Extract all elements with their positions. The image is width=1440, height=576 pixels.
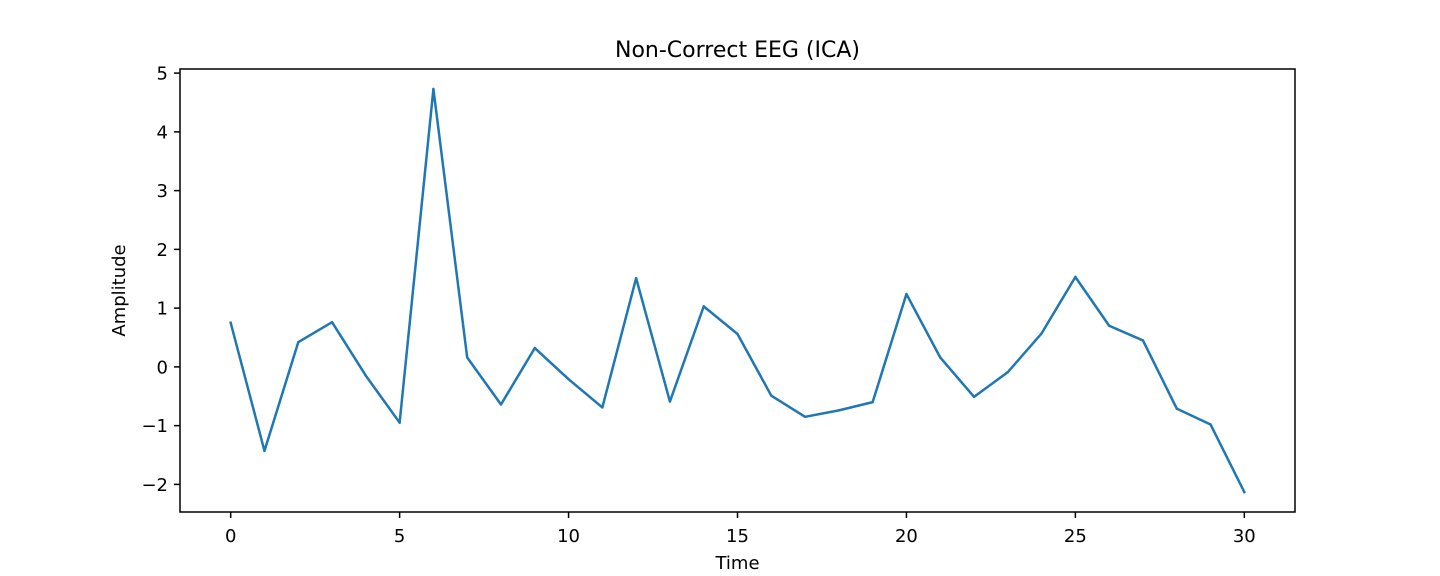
eeg-data-point [972,395,976,399]
y-axis-ticks: −2 −1 0 1 2 3 4 5 [141,64,180,496]
y-tick-label: −2 [141,475,168,496]
y-tick-label: 2 [157,240,168,261]
y-tick-label: 4 [157,122,168,143]
x-tick-label: 25 [1064,526,1087,547]
eeg-data-point [567,378,570,381]
x-tick-label: 30 [1233,526,1256,547]
eeg-data-point [432,87,435,91]
y-tick-label: −1 [141,416,168,437]
y-tick-label: 1 [157,299,168,320]
y-tick-label: 0 [157,357,168,378]
eeg-data-point [330,321,334,324]
eeg-data-point [1209,423,1212,426]
eeg-data-point [1243,490,1246,494]
eeg-data-point [297,341,300,344]
x-tick-label: 20 [895,526,918,547]
y-tick-label: 3 [157,181,168,202]
x-tick-label: 5 [394,526,405,547]
y-tick-label: 5 [157,64,168,85]
eeg-data-point [1141,339,1145,342]
series-layer [229,87,1246,494]
eeg-data-point [465,356,469,359]
eeg-data-point [871,400,874,404]
eeg-data-point [263,449,266,453]
x-tick-label: 10 [557,526,580,547]
x-axis-title: Time [714,553,759,574]
eeg-data-point [229,321,232,325]
eeg-data-point [533,346,536,350]
eeg-data-point [1107,324,1111,327]
eeg-data-point [702,305,705,308]
x-tick-label: 0 [225,526,236,547]
x-axis-ticks: 0 5 10 15 20 25 30 [225,512,1256,547]
eeg-data-point [1074,275,1077,279]
eeg-data-point [770,394,773,397]
eeg-data-point [364,374,368,377]
eeg-data-point [634,276,638,280]
eeg-data-point [1175,407,1178,410]
eeg-data-point [1006,370,1010,374]
eeg-data-point [905,292,908,296]
eeg-data-point [736,332,739,336]
eeg-data-point [939,356,942,359]
eeg-data-point [1040,332,1043,335]
x-tick-label: 15 [726,526,749,547]
eeg-data-point [803,415,807,419]
y-axis-title: Amplitude [109,244,130,336]
eeg-data-point [398,421,401,424]
chart-title: Non-Correct EEG (ICA) [615,38,860,63]
eeg-data-point [499,403,503,406]
eeg-data-point [837,409,841,412]
eeg-data-point [668,400,672,403]
eeg-data-point [601,406,604,409]
plot-frame [179,68,1296,513]
